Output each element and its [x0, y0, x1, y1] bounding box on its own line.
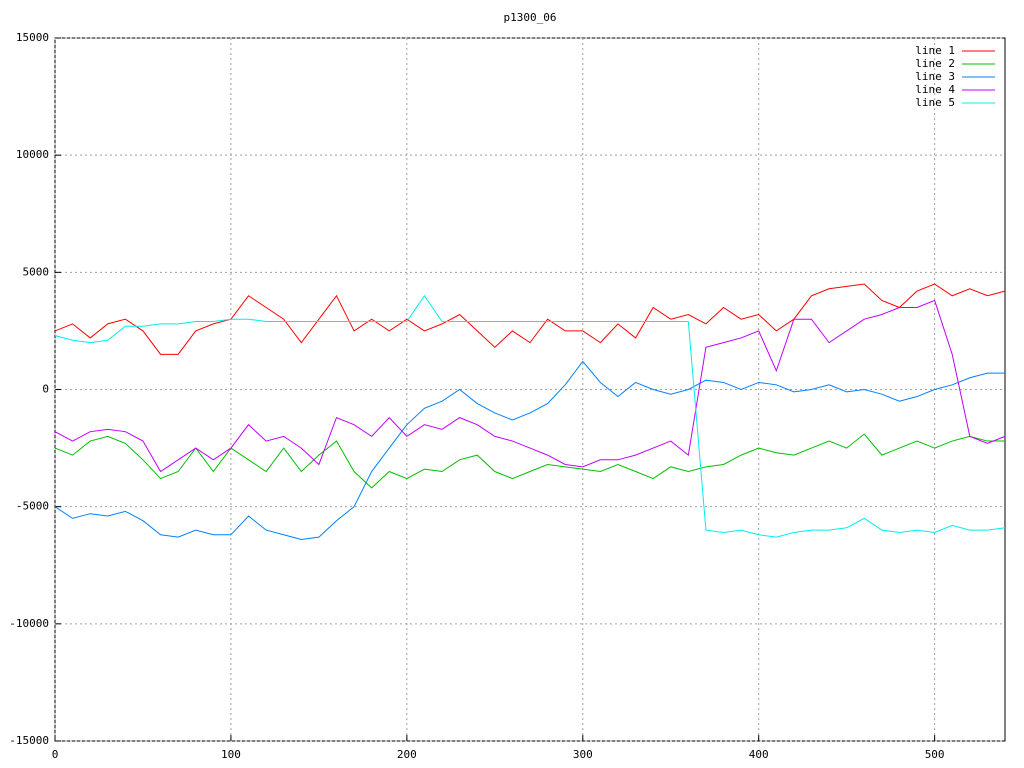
y-tick-label: -15000 — [9, 734, 49, 747]
legend-label: line 3 — [915, 70, 955, 83]
x-tick-label: 300 — [573, 748, 593, 761]
data-line — [54, 294, 1006, 538]
y-tick-label: -10000 — [9, 617, 49, 630]
legend-label: line 4 — [915, 83, 955, 96]
y-tick-label: 15000 — [16, 31, 49, 44]
y-tick-label: 0 — [42, 383, 49, 396]
data-line — [54, 283, 1006, 355]
legend-label: line 2 — [915, 57, 955, 70]
x-tick-label: 500 — [925, 748, 945, 761]
data-line — [54, 433, 1005, 489]
x-tick-label: 0 — [52, 748, 59, 761]
x-tick-label: 100 — [221, 748, 241, 761]
y-tick-label: 5000 — [23, 265, 50, 278]
y-tick-label: -5000 — [16, 500, 49, 513]
data-line — [54, 360, 1005, 540]
x-tick-label: 200 — [397, 748, 417, 761]
legend-label: line 5 — [915, 96, 955, 109]
x-tick-label: 400 — [749, 748, 769, 761]
data-line — [54, 299, 1006, 473]
chart-title: p1300_06 — [504, 11, 557, 24]
y-tick-label: 10000 — [16, 148, 49, 161]
legend-label: line 1 — [915, 44, 955, 57]
